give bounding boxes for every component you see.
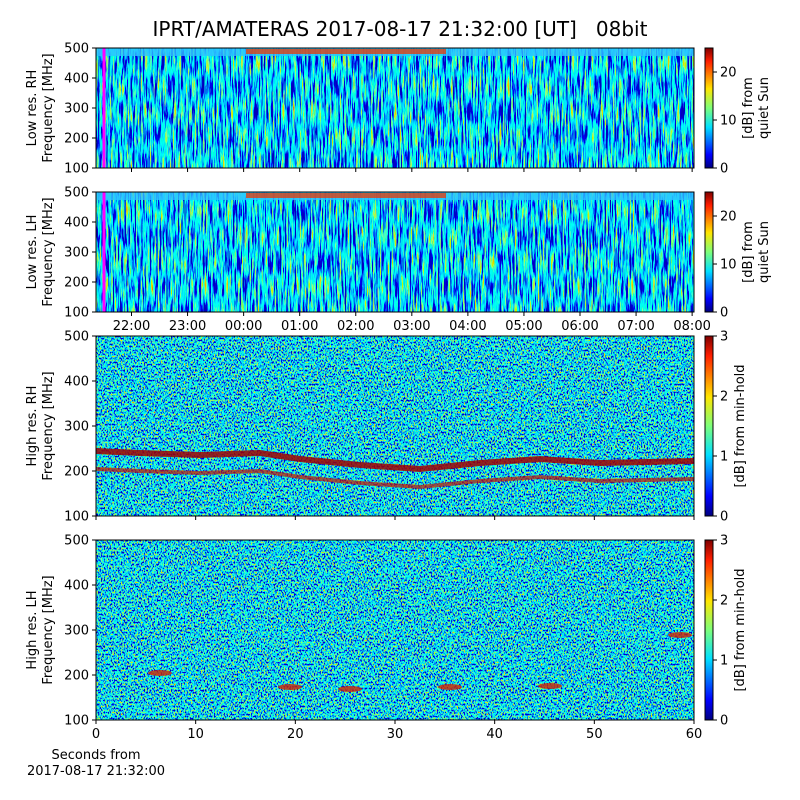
spectrogram-burst (538, 683, 562, 689)
x-axis-label: Seconds from (51, 748, 140, 763)
spectrogram (96, 336, 694, 516)
x-tick-label: 08:00 (673, 319, 710, 334)
x-tick-label: 10 (187, 727, 204, 742)
colorbar (704, 539, 714, 721)
y-axis-label: Frequency [MHz] (41, 197, 56, 306)
y-tick-label: 100 (64, 510, 89, 525)
colorbar-tick-label: 20 (720, 210, 737, 225)
y-tick-label: 300 (64, 420, 89, 435)
x-tick-label: 40 (486, 727, 503, 742)
y-tick-label: 200 (64, 132, 89, 147)
x-tick-label: 04:00 (449, 319, 486, 334)
spectrogram (96, 48, 694, 168)
colorbar-tick-label: 0 (720, 510, 728, 525)
y-axis-label: Low res. RH (25, 70, 40, 147)
y-tick-label: 200 (64, 669, 89, 684)
spectrogram-burst (438, 684, 462, 690)
colorbar-tick-label: 1 (720, 654, 728, 669)
spectrogram (96, 192, 694, 312)
y-tick-label: 100 (64, 162, 89, 177)
spectrogram-burst (95, 448, 695, 473)
colorbar-tick-label: 10 (720, 258, 737, 273)
y-tick-label: 100 (64, 306, 89, 321)
colorbar-tick-label: 10 (720, 114, 737, 129)
spectrogram-band (246, 49, 446, 54)
spectrogram-burst (338, 686, 362, 692)
colorbar-tick-label: 2 (720, 594, 728, 609)
x-tick-label: 01:00 (281, 319, 318, 334)
y-axis-label: High res. RH (25, 386, 40, 467)
y-tick-label: 500 (64, 186, 89, 201)
y-tick-label: 300 (64, 102, 89, 117)
colorbar-label: [dB] from min-hold (733, 568, 748, 691)
y-tick-label: 200 (64, 465, 89, 480)
colorbar-label: [dB] from (741, 77, 756, 139)
x-tick-label: 03:00 (393, 319, 430, 334)
x-tick-label: 0 (92, 727, 100, 742)
colorbar-tick-label: 1 (720, 450, 728, 465)
spectrogram-burst (668, 632, 692, 638)
colorbar-tick-label: 3 (720, 330, 728, 345)
x-tick-label: 00:00 (225, 319, 262, 334)
x-tick-label: 30 (387, 727, 404, 742)
colorbar-label: quiet Sun (757, 77, 772, 139)
x-tick-label: 23:00 (169, 319, 206, 334)
y-tick-label: 400 (64, 72, 89, 87)
x-tick-label: 07:00 (617, 319, 654, 334)
spectrogram-burst (278, 684, 302, 690)
colorbar-tick-label: 3 (720, 534, 728, 549)
colorbar-tick-label: 20 (720, 66, 737, 81)
colorbar-label: quiet Sun (757, 221, 772, 283)
y-tick-label: 300 (64, 246, 89, 261)
x-tick-label: 02:00 (337, 319, 374, 334)
colorbar (704, 47, 714, 169)
y-axis-label: High res. LH (25, 590, 40, 669)
colorbar-label: [dB] from min-hold (733, 364, 748, 487)
x-tick-label: 06:00 (561, 319, 598, 334)
spectrogram-band (246, 193, 446, 198)
y-tick-label: 500 (64, 42, 89, 57)
spectrogram-burst (148, 670, 172, 676)
y-tick-label: 400 (64, 375, 89, 390)
x-axis-label: 2017-08-17 21:32:00 (27, 764, 165, 779)
colorbar-tick-label: 0 (720, 714, 728, 729)
y-tick-label: 500 (64, 330, 89, 345)
colorbar-tick-label: 0 (720, 162, 728, 177)
y-axis-label: Low res. LH (25, 215, 40, 290)
y-tick-label: 300 (64, 624, 89, 639)
x-tick-label: 60 (686, 727, 703, 742)
y-tick-label: 500 (64, 534, 89, 549)
colorbar (704, 191, 714, 313)
y-axis-label: Frequency [MHz] (41, 575, 56, 684)
y-axis-label: Frequency [MHz] (41, 53, 56, 162)
figure-title: IPRT/AMATERAS 2017-08-17 21:32:00 [UT] 0… (153, 17, 648, 41)
y-tick-label: 400 (64, 216, 89, 231)
spectrogram (96, 540, 694, 720)
y-tick-label: 200 (64, 276, 89, 291)
x-tick-label: 05:00 (505, 319, 542, 334)
x-tick-label: 22:00 (113, 319, 150, 334)
y-tick-label: 400 (64, 579, 89, 594)
y-tick-label: 100 (64, 714, 89, 729)
spectrogram-burst (95, 467, 695, 490)
colorbar-tick-label: 2 (720, 390, 728, 405)
y-axis-label: Frequency [MHz] (41, 371, 56, 480)
x-tick-label: 50 (586, 727, 603, 742)
colorbar-tick-label: 0 (720, 306, 728, 321)
x-tick-label: 20 (287, 727, 304, 742)
colorbar (704, 335, 714, 517)
colorbar-label: [dB] from (741, 221, 756, 283)
